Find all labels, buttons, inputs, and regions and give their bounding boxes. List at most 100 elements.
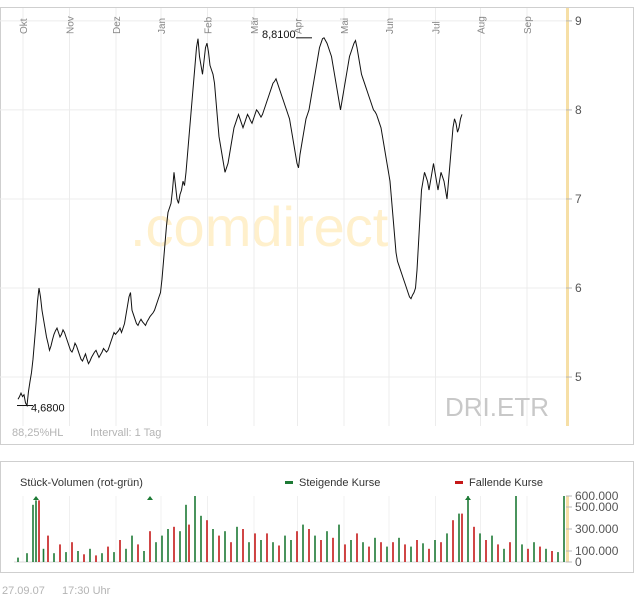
volume-bar [107,546,109,562]
volume-bar [272,542,274,562]
volume-bar [356,533,358,562]
month-label: Jul [432,21,443,34]
volume-bar [368,546,370,562]
volume-bar [398,537,400,562]
volume-bar [95,555,97,562]
volume-bar [167,529,169,562]
volume-bar [35,500,37,562]
extreme-label: 4,6800 [31,403,65,415]
month-label: Mär [250,16,261,34]
volume-bar [362,542,364,562]
month-label: Jan [157,18,168,34]
volume-bar [563,496,565,562]
extreme-label: 8,8100 [262,29,296,41]
volume-bar [338,524,340,562]
volume-bar [284,535,286,562]
symbol-label: DRI.ETR [445,392,549,422]
month-label: Apr [294,18,305,34]
watermark: .comdirect [130,195,389,258]
volume-bar [473,526,475,562]
volume-bar [53,553,55,562]
volume-bar [65,552,67,562]
volume-bar [551,551,553,562]
month-label: Dez [112,16,123,34]
price-tick-label: 6 [575,281,582,295]
volume-bar [404,544,406,562]
volume-bar [521,544,523,562]
volume-bar [212,529,214,562]
volume-bar [77,551,79,562]
volume-tick-label: 600.000 [575,489,619,503]
volume-bar [467,496,469,562]
volume-bar [113,552,115,562]
volume-bar [161,535,163,562]
volume-bar [224,531,226,562]
volume-bar [461,513,463,562]
volume-tick-label: 500.000 [575,500,619,514]
volume-bar [314,535,316,562]
volume-bar [188,524,190,562]
volume-bar [179,531,181,562]
volume-bar [326,531,328,562]
volume-bar [344,544,346,562]
month-label: Feb [204,16,215,34]
volume-bar [143,551,145,562]
legend-down-label: Fallende Kurse [469,477,543,489]
month-label: Jun [385,18,396,34]
month-label: Mai [340,18,351,34]
volume-bar [125,548,127,562]
volume-bar [236,526,238,562]
volume-bar [458,513,460,562]
volume-bar [533,542,535,562]
volume-bar [200,515,202,562]
price-tick-label: 5 [575,370,582,384]
volume-bar [509,542,511,562]
volume-bar [557,552,559,562]
volume-bar [260,540,262,562]
volume-bar [155,542,157,562]
month-label: Sep [523,16,534,34]
volume-bar [320,540,322,562]
volume-bar [119,540,121,562]
month-label: Nov [66,16,77,34]
volume-bar [47,535,49,562]
volume-overflow-marker [147,496,153,500]
volume-bar [410,546,412,562]
volume-bar [497,544,499,562]
volume-bar [38,500,40,562]
price-line [17,37,463,408]
volume-bar [266,533,268,562]
legend-down-swatch [455,481,463,484]
volume-bar [218,535,220,562]
volume-bar [479,533,481,562]
legend-up-label: Steigende Kurse [299,477,380,489]
volume-bar [290,540,292,562]
volume-overflow-marker [33,496,39,500]
volume-title: Stück-Volumen (rot-grün) [20,477,143,489]
volume-bar [131,535,133,562]
volume-bar [374,537,376,562]
month-label: Aug [477,16,488,34]
volume-bar [515,496,517,562]
volume-bar [416,540,418,562]
interval-label: Intervall: 1 Tag [90,427,161,439]
volume-bar [278,545,280,562]
volume-bar [503,548,505,562]
volume-bar [230,542,232,562]
volume-bar [89,548,91,562]
price-y-axis-bar [566,8,569,426]
volume-overflow-marker [465,496,471,500]
volume-tick-label: 100.000 [575,544,619,558]
volume-bar [428,548,430,562]
volume-bar [59,544,61,562]
volume-bar [254,533,256,562]
price-tick-label: 8 [575,103,582,117]
footer-date: 27.09.07 [2,585,45,597]
volume-bar [32,504,34,562]
volume-bar [17,557,19,562]
volume-bar [248,542,250,562]
volume-bar [434,540,436,562]
volume-bar [149,531,151,562]
volume-tick-label: 300.000 [575,522,619,536]
volume-bar [185,504,187,562]
